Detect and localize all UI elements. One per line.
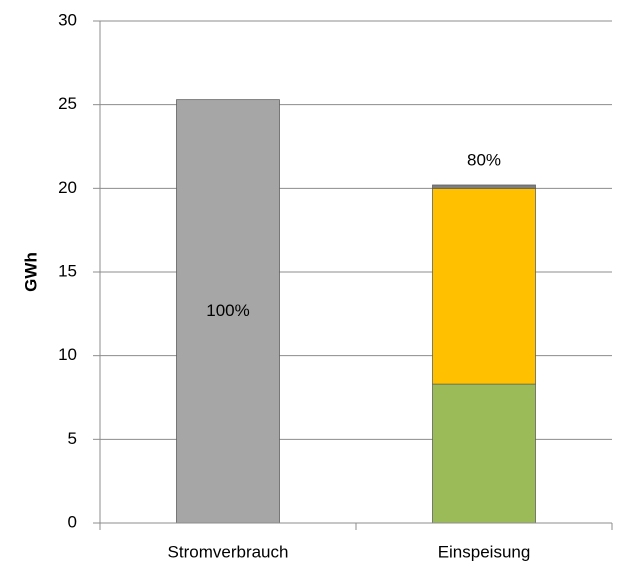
y-tick-label: 0 [68, 512, 77, 531]
y-tick-label: 25 [58, 94, 77, 113]
y-tick-label: 20 [58, 178, 77, 197]
bar-segment [432, 187, 536, 385]
y-tick-label: 10 [58, 345, 77, 364]
bar-segment [432, 184, 536, 189]
data-annotation: 100% [206, 301, 249, 320]
x-tick-label: Einspeisung [438, 542, 531, 561]
y-tick-label: 5 [68, 429, 77, 448]
x-tick-label: Stromverbrauch [168, 542, 289, 561]
bar-segment [432, 383, 536, 524]
bar-segment [176, 99, 280, 524]
y-tick-label: 15 [58, 261, 77, 280]
y-axis-label: GWh [21, 252, 40, 292]
data-annotation: 80% [467, 150, 501, 169]
y-tick-label: 30 [58, 10, 77, 29]
